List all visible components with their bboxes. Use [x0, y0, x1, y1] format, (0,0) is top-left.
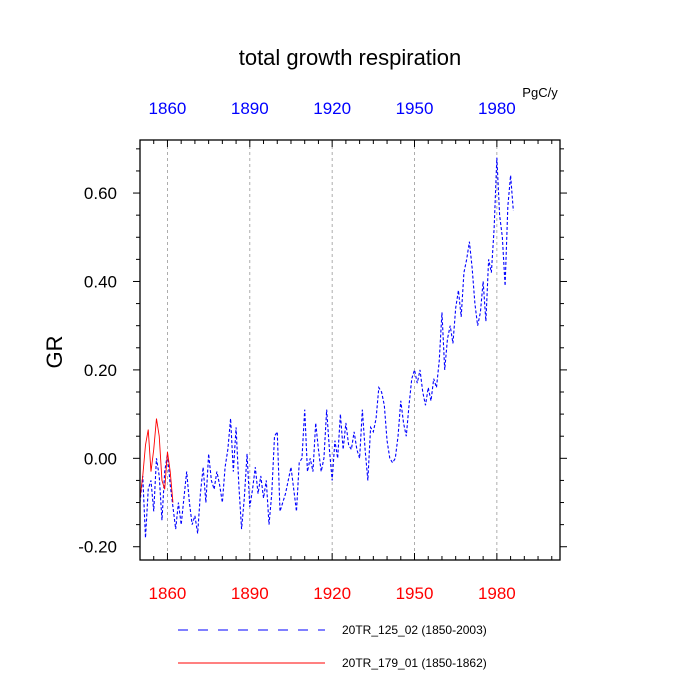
y-axis: -0.20 0.00 0.20 0.40 0.60	[78, 148, 567, 557]
x-tick-label-top: 1980	[478, 99, 516, 118]
series-line-20tr-125-02	[140, 157, 514, 538]
legend: 20TR_125_02 (1850-2003) 20TR_179_01 (1850…	[178, 623, 487, 670]
y-tick-label: 0.00	[84, 449, 117, 468]
x-tick-label-bottom: 1950	[396, 584, 434, 603]
legend-label: 20TR_125_02 (1850-2003)	[342, 623, 487, 637]
x-tick-label-top: 1920	[313, 99, 351, 118]
x-tick-label-top: 1950	[396, 99, 434, 118]
x-tick-label-bottom: 1860	[149, 584, 187, 603]
y-tick-label: 0.60	[84, 184, 117, 203]
legend-label: 20TR_179_01 (1850-1862)	[342, 656, 487, 670]
y-axis-label: GR	[42, 336, 67, 369]
x-tick-label-bottom: 1980	[478, 584, 516, 603]
x-tick-label-bottom: 1890	[231, 584, 269, 603]
vertical-gridlines	[167, 140, 498, 560]
x-axis-bottom: 1860 1890 1920 1950 1980	[139, 553, 553, 603]
series-line-20tr-179-01	[140, 418, 174, 503]
x-tick-label-bottom: 1920	[313, 584, 351, 603]
units-label: PgC/y	[522, 85, 558, 100]
chart-title: total growth respiration	[239, 45, 462, 70]
series-lines	[140, 157, 514, 538]
y-tick-label: -0.20	[78, 538, 117, 557]
y-tick-label: 0.20	[84, 361, 117, 380]
x-tick-label-top: 1890	[231, 99, 269, 118]
x-tick-label-top: 1860	[149, 99, 187, 118]
plot-frame	[139, 139, 561, 561]
y-tick-label: 0.40	[84, 272, 117, 291]
x-axis-top: 1860 1890 1920 1950 1980	[139, 99, 553, 147]
